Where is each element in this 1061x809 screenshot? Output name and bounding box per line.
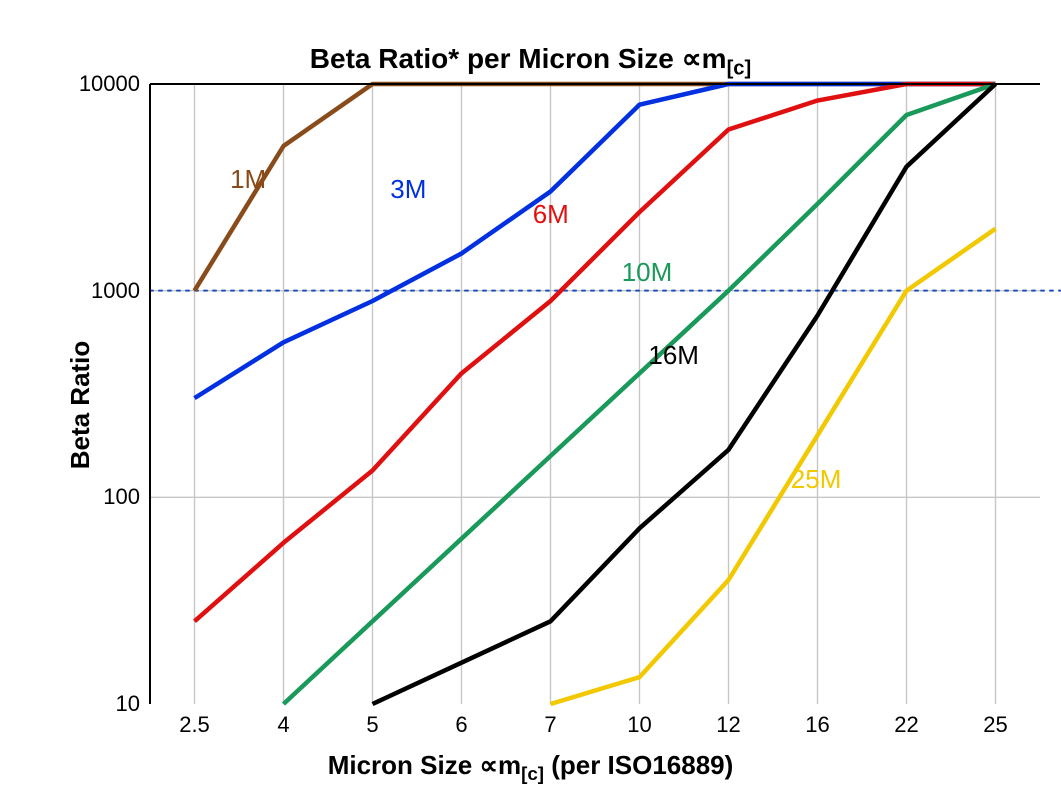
series-lines [195,84,996,704]
series-label: 16M [648,340,699,371]
plot-area [150,84,1040,704]
x-tick-label: 2.5 [179,712,210,738]
series-line [373,84,996,704]
x-tick-label: 7 [544,712,556,738]
series-label: 25M [791,464,842,495]
series-line [195,84,996,398]
y-tick-label: 10000 [79,71,140,97]
y-tick-label: 10 [116,691,140,717]
y-tick-label: 100 [103,484,140,510]
gridlines [150,84,1040,704]
x-tick-label: 6 [455,712,467,738]
plot-svg [150,84,1040,704]
x-tick-label: 22 [894,712,918,738]
series-line [551,229,996,704]
series-label: 10M [622,257,673,288]
y-axis-label: Beta Ratio [65,340,96,469]
series-line [195,84,996,621]
x-tick-label: 4 [277,712,289,738]
x-tick-label: 10 [627,712,651,738]
y-tick-label: 1000 [91,278,140,304]
x-tick-label: 16 [805,712,829,738]
series-label: 3M [390,174,426,205]
series-label: 6M [533,199,569,230]
x-tick-label: 12 [716,712,740,738]
x-axis-label: Micron Size ∝m[c] (per ISO16889) [0,750,1061,785]
x-tick-label: 5 [366,712,378,738]
series-label: 1M [230,164,266,195]
chart-title: Beta Ratio* per Micron Size ∝m[c] [0,42,1061,81]
x-tick-label: 25 [983,712,1007,738]
chart-container: Beta Ratio* per Micron Size ∝m[c] Beta R… [0,0,1061,809]
